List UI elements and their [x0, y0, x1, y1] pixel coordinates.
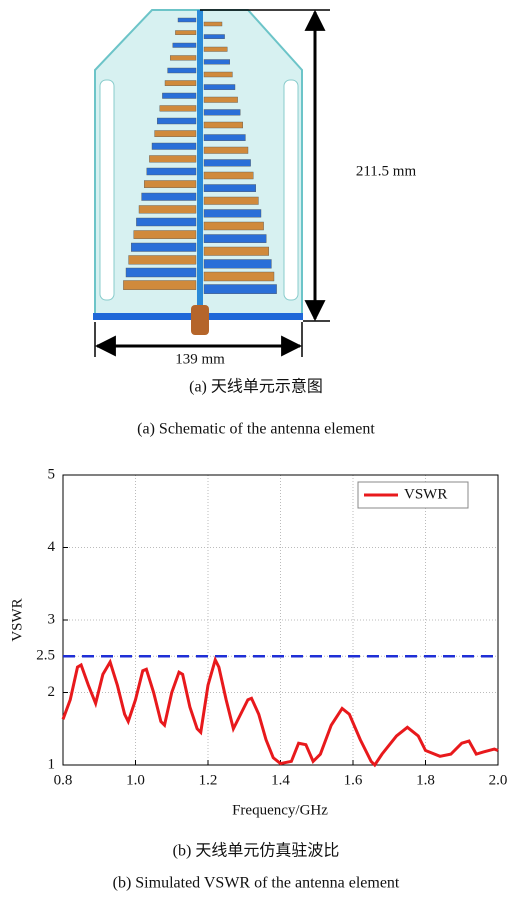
dipole-arm [204, 235, 266, 243]
caption: (a) 天线单元示意图 [189, 377, 323, 396]
frame-slot [284, 80, 298, 300]
dipole-arm [204, 285, 277, 294]
dipole-arm [160, 106, 196, 112]
dipole-arm [204, 172, 253, 179]
caption: (a) Schematic of the antenna element [137, 421, 375, 438]
dipole-arm [155, 131, 196, 137]
dipole-arm [139, 206, 196, 214]
dipole-arm [165, 81, 196, 86]
page: {"figure_a": {"height_label": "211.5 mm"… [0, 0, 512, 899]
x-tick-label: 1.0 [126, 772, 145, 788]
x-axis-label: Frequency/GHz [232, 802, 328, 818]
dipole-arm [204, 147, 248, 154]
dipole-arm [204, 210, 261, 218]
dipole-arm [204, 85, 235, 90]
dipole-arm [204, 197, 258, 205]
y-tick-label: 2.5 [36, 648, 55, 664]
dipole-arm [126, 268, 196, 277]
dipole-arm [157, 118, 196, 124]
dipole-arm [168, 68, 196, 73]
dipole-arm [170, 56, 196, 61]
y-tick-label: 5 [48, 466, 56, 482]
feed-line [197, 10, 203, 312]
x-tick-label: 1.8 [416, 772, 435, 788]
dipole-arm [204, 272, 274, 281]
dipole-arm [123, 281, 196, 290]
y-tick-label: 2 [48, 684, 56, 700]
dipole-arm [204, 35, 225, 39]
caption: (b) Simulated VSWR of the antenna elemen… [113, 875, 400, 892]
height-label: 211.5 mm [356, 163, 417, 179]
dipole-arm [149, 156, 196, 163]
x-tick-label: 0.8 [54, 772, 73, 788]
dipole-arm [204, 122, 243, 128]
dipole-arm [173, 43, 196, 48]
dipole-arm [178, 18, 196, 22]
dipole-arm [204, 22, 222, 26]
x-tick-label: 2.0 [489, 772, 508, 788]
dipole-arm [175, 31, 196, 35]
dipole-arm [204, 185, 256, 192]
dipole-arm [204, 110, 240, 116]
x-tick-label: 1.2 [199, 772, 218, 788]
dipole-arm [136, 218, 196, 226]
connector [191, 305, 209, 335]
dipole-arm [204, 160, 251, 167]
dipole-arm [204, 247, 269, 256]
dipole-arm [204, 47, 227, 52]
dipole-arm [147, 168, 196, 175]
antenna-schematic [93, 10, 303, 335]
dipole-arm [204, 135, 245, 141]
frame-slot [100, 80, 114, 300]
dipole-arm [204, 97, 238, 103]
dipole-arm [142, 193, 196, 201]
dipole-arm [129, 256, 196, 265]
y-tick-label: 1 [48, 756, 56, 772]
dipole-arm [134, 231, 196, 239]
dipole-arm [144, 181, 196, 188]
width-label: 139 mm [175, 351, 225, 367]
x-tick-label: 1.4 [271, 772, 290, 788]
figure: 211.5 mm 139 mm (a) 天线单元示意图 (a) Schemati… [0, 0, 512, 899]
caption: (b) 天线单元仿真驻波比 [173, 842, 340, 860]
y-tick-label: 3 [48, 611, 56, 627]
dipole-arm [162, 93, 196, 99]
y-axis-label: VSWR [9, 598, 25, 641]
dipole-arm [204, 222, 264, 230]
y-tick-label: 4 [48, 539, 56, 555]
dipole-arm [152, 143, 196, 150]
dipole-arm [204, 72, 232, 77]
dipole-arm [204, 260, 271, 269]
dipole-arm [204, 60, 230, 65]
dipole-arm [131, 243, 196, 252]
x-tick-label: 1.6 [344, 772, 363, 788]
legend-label: VSWR [404, 486, 447, 502]
